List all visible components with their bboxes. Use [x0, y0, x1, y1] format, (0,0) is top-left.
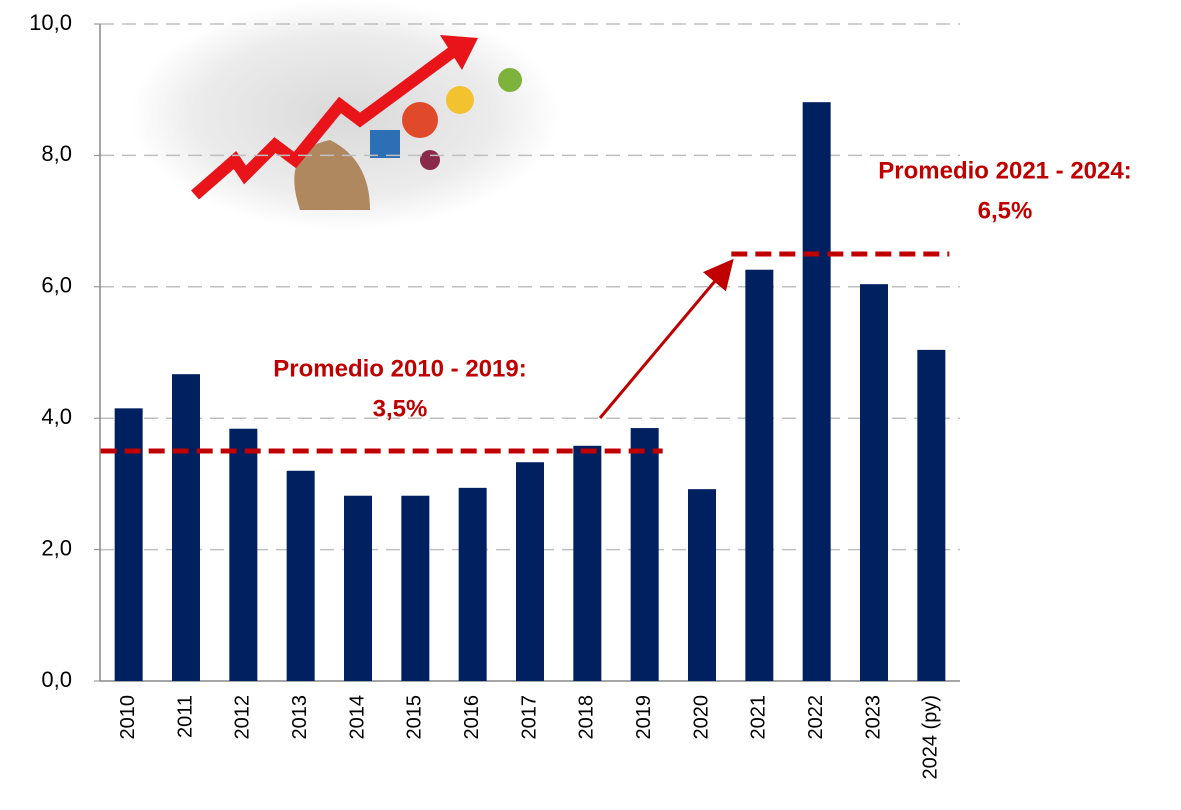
bar [458, 487, 487, 681]
bar [229, 428, 258, 681]
x-tick-label: 2010 [117, 695, 139, 740]
x-tick-label: 2013 [289, 695, 311, 740]
y-tick-label: 0,0 [41, 667, 72, 692]
bar [745, 269, 774, 681]
x-tick-label: 2023 [862, 695, 884, 740]
bar [401, 495, 430, 681]
x-tick-label: 2011 [174, 695, 196, 738]
x-tick-label: 2021 [748, 695, 770, 740]
bar [516, 462, 544, 681]
bar [688, 489, 716, 681]
bar [114, 408, 143, 681]
bar [917, 349, 946, 681]
x-tick-label: 2022 [805, 695, 827, 740]
y-tick-label: 2,0 [41, 535, 72, 560]
x-tick-label: 2016 [461, 695, 483, 740]
trend-arrow [598, 258, 734, 419]
x-tick-label: 2014 [346, 695, 368, 740]
x-tick-label: 2024 (py) [920, 695, 942, 780]
y-tick-label: 6,0 [41, 273, 72, 298]
y-tick-label: 4,0 [41, 404, 72, 429]
annotation-label: Promedio 2021 - 2024: [878, 157, 1131, 184]
bar [172, 374, 200, 681]
bar [344, 495, 372, 681]
bar [630, 428, 659, 681]
annotation-value: 6,5% [978, 197, 1033, 224]
x-tick-label: 2020 [690, 695, 712, 740]
bar [573, 445, 602, 681]
bar [860, 284, 888, 681]
x-tick-label: 2019 [633, 695, 655, 740]
bar [286, 470, 315, 681]
bar [802, 102, 831, 682]
x-tick-label: 2018 [576, 695, 598, 740]
illustration [130, 0, 560, 230]
x-tick-label: 2017 [518, 695, 540, 740]
x-tick-label: 2012 [232, 695, 254, 740]
annotation-label: Promedio 2010 - 2019: [273, 355, 526, 382]
y-tick-label: 10,0 [29, 10, 72, 35]
x-tick-label: 2015 [404, 695, 426, 740]
annotation-value: 3,5% [373, 395, 428, 422]
y-tick-label: 8,0 [41, 141, 72, 166]
